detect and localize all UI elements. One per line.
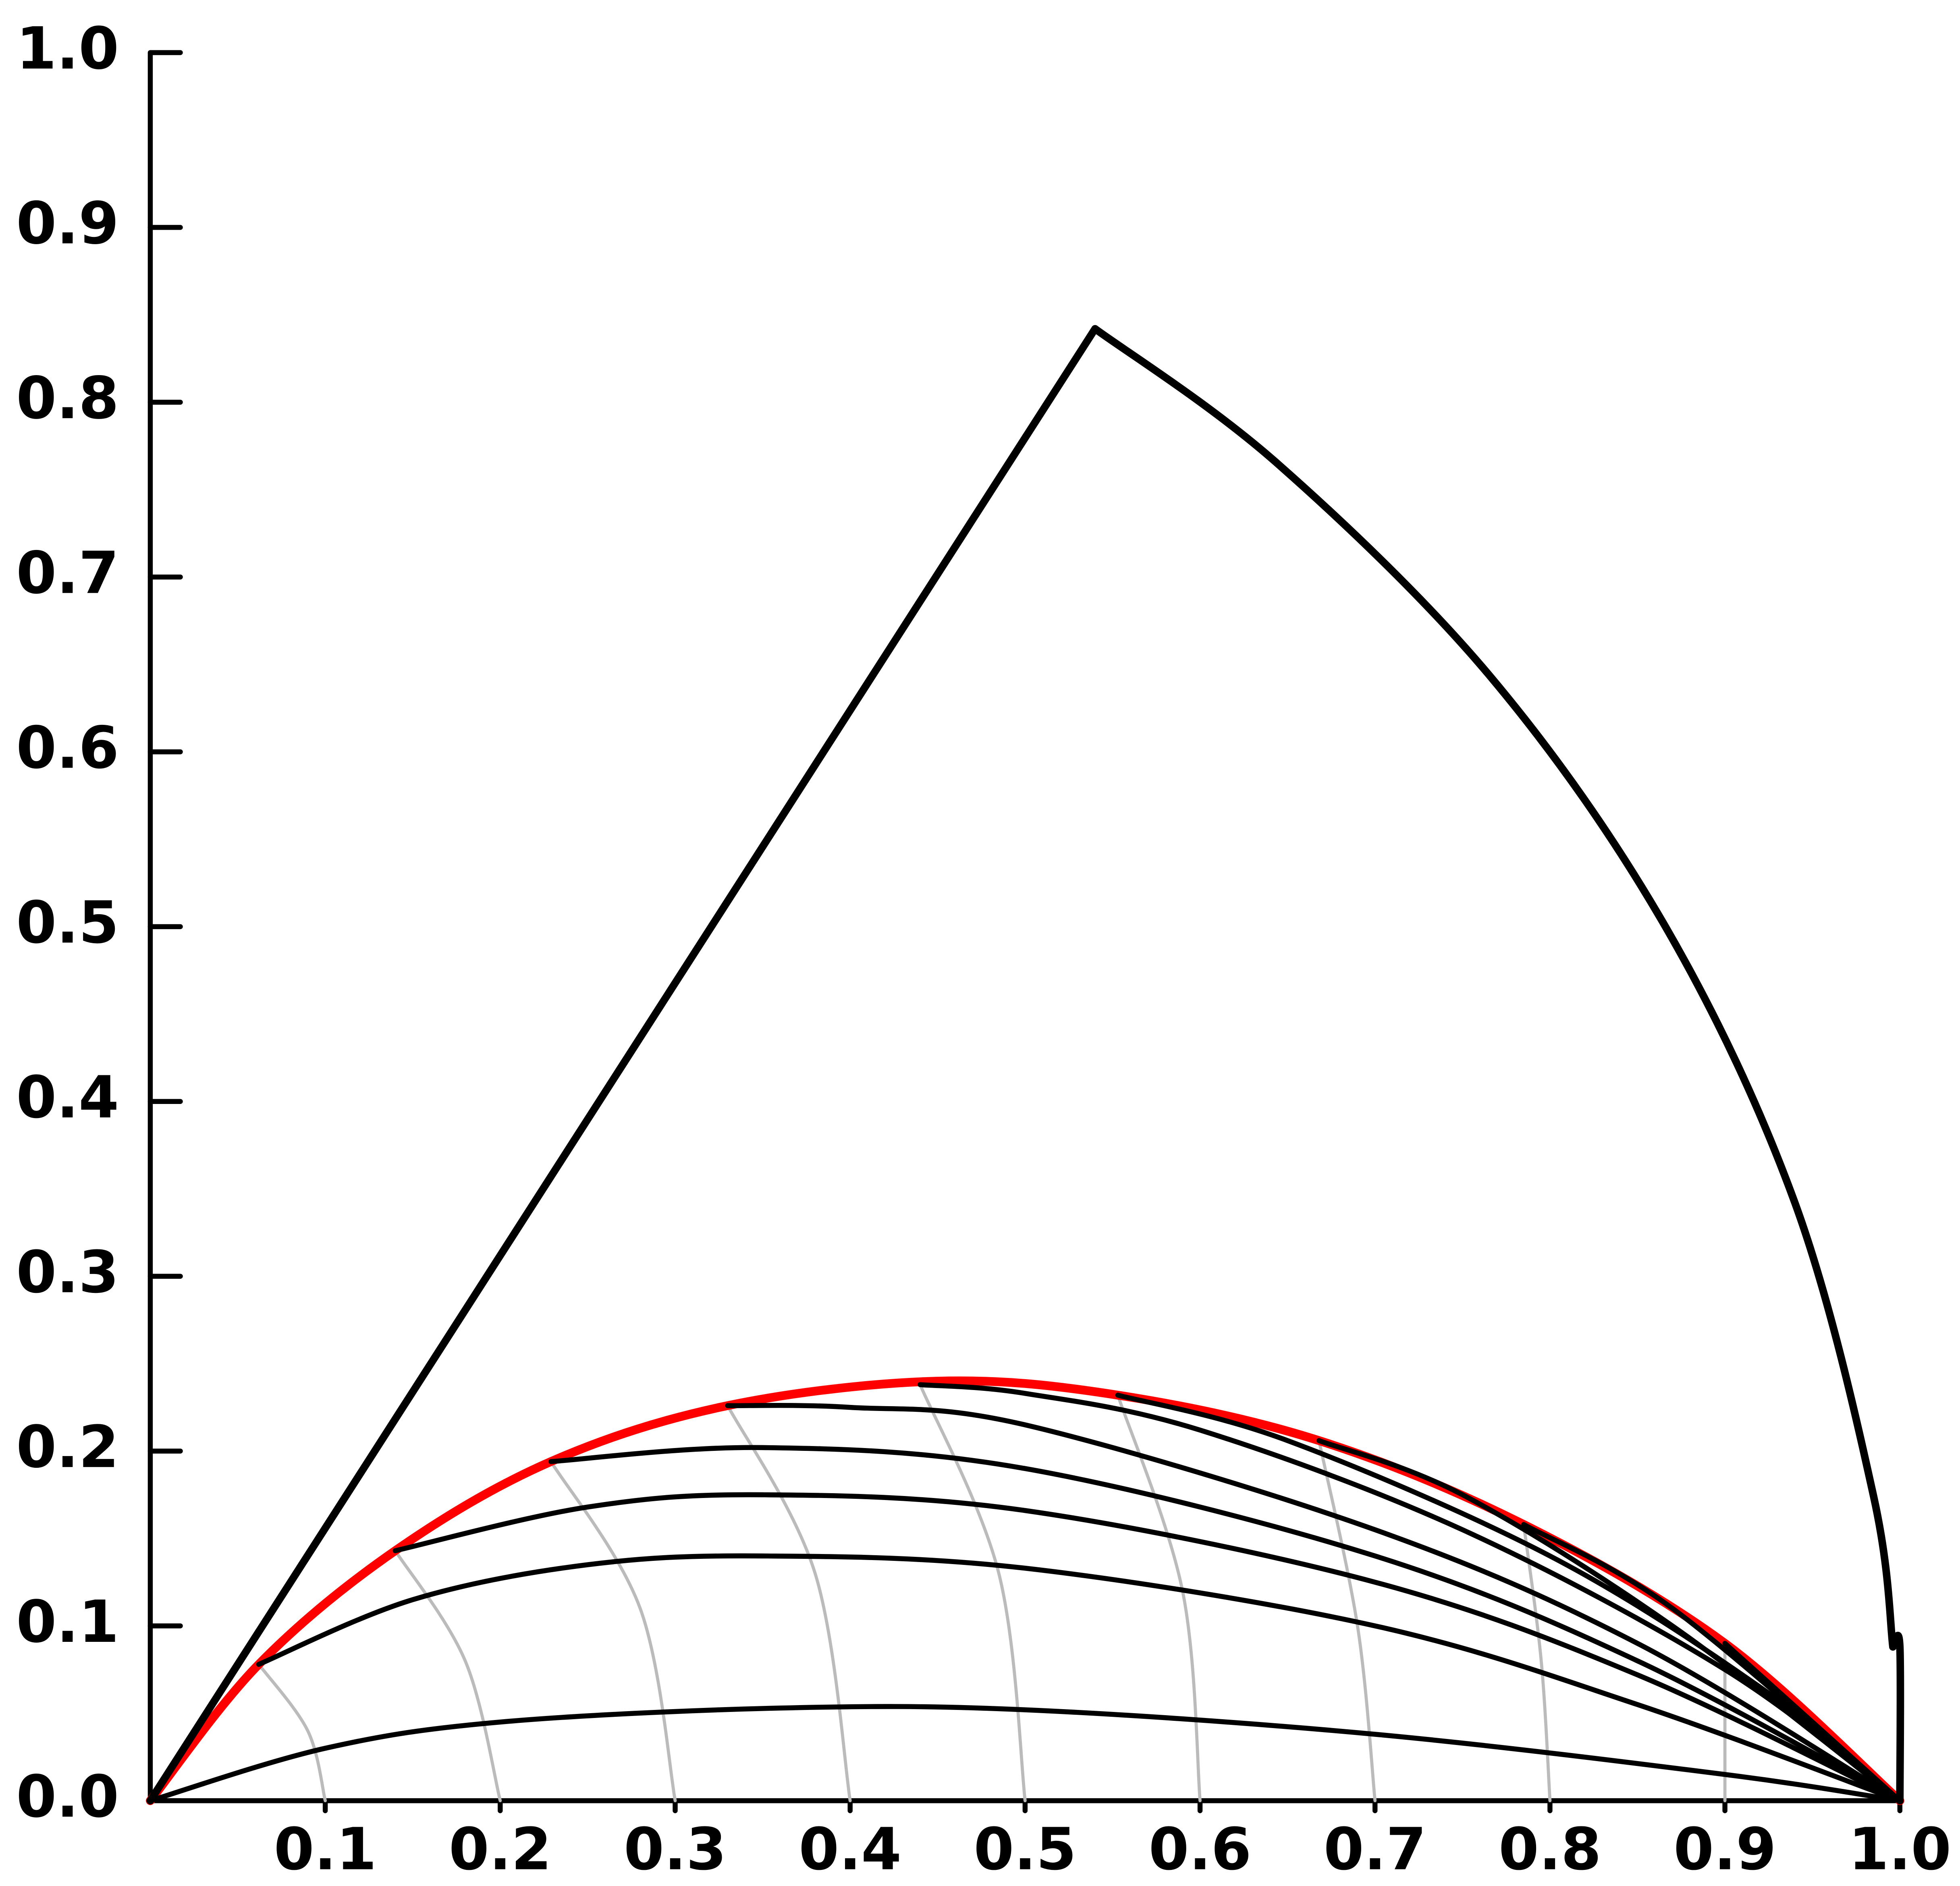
x-tick-label: 0.4: [799, 1815, 901, 1883]
y-tick-label: 0.7: [16, 539, 119, 607]
curve: [1116, 1393, 1202, 1803]
x-tick-label: 0.1: [274, 1815, 377, 1883]
curve: [1091, 325, 1897, 1651]
curve: [146, 1376, 1904, 1805]
curve: [393, 1549, 502, 1803]
y-tick-label: 0.1: [16, 1588, 119, 1656]
y-tick-label: 0.0: [16, 1763, 119, 1830]
x-tick-label: 0.2: [449, 1815, 552, 1883]
y-tick-label: 0.9: [16, 189, 119, 257]
y-tick-label: 0.8: [16, 364, 119, 432]
curve: [392, 1492, 1903, 1803]
x-tick-label: 0.6: [1149, 1815, 1252, 1883]
curve: [146, 325, 1099, 1805]
y-tick-label: 0.3: [16, 1238, 119, 1306]
curve: [256, 1553, 1903, 1803]
curve: [257, 1662, 327, 1803]
x-tick-label: 1.0: [1848, 1815, 1951, 1883]
curve: [548, 1445, 1903, 1803]
curve: [726, 1404, 852, 1803]
y-tick-label: 0.4: [16, 1063, 119, 1131]
y-tick-label: 1.0: [16, 15, 119, 82]
curve: [1316, 1438, 1903, 1803]
x-tick-label: 0.9: [1673, 1815, 1776, 1883]
curve: [1317, 1439, 1377, 1803]
curve: [549, 1460, 677, 1803]
curve: [1889, 1631, 1904, 1805]
x-tick-label: 0.3: [624, 1815, 727, 1883]
y-tick-label: 0.5: [16, 888, 119, 956]
curve: [1722, 1641, 1903, 1803]
curve: [1522, 1523, 1552, 1803]
x-tick-label: 0.8: [1499, 1815, 1601, 1883]
x-tick-label: 0.7: [1324, 1815, 1426, 1883]
y-tick-label: 0.2: [16, 1413, 119, 1481]
x-tick-label: 0.5: [974, 1815, 1076, 1883]
curve: [147, 1704, 1903, 1803]
curve: [725, 1403, 1903, 1803]
curve: [918, 1383, 1027, 1803]
y-tick-label: 0.6: [16, 714, 119, 782]
